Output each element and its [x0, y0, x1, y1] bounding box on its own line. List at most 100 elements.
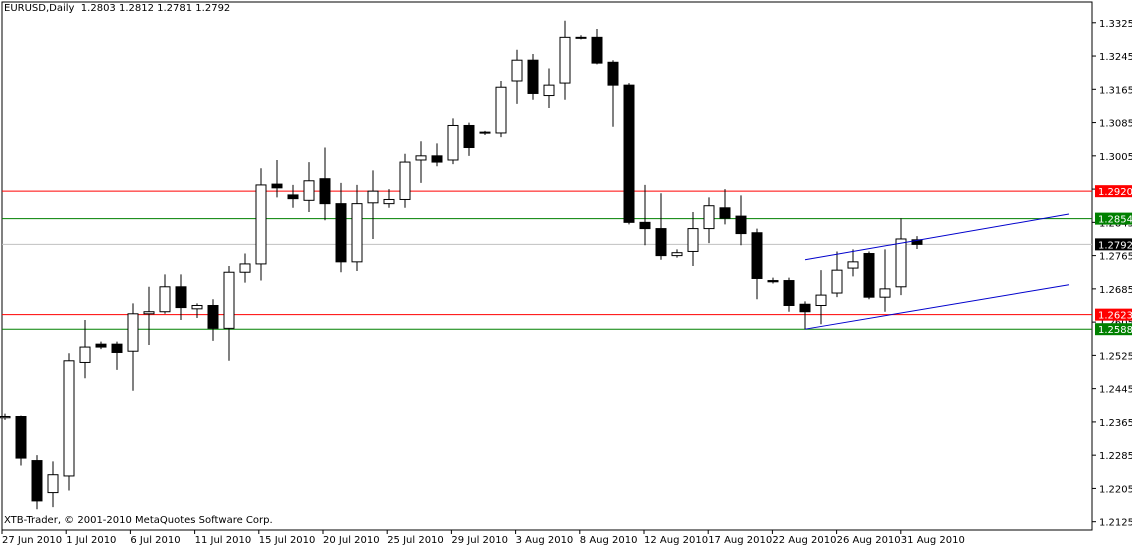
y-tick-label: 1.3085	[1099, 119, 1132, 130]
candle-bearish	[319, 178, 331, 205]
price-label-box	[1095, 212, 1132, 225]
candle-bearish	[799, 303, 811, 313]
candle-bullish	[383, 198, 395, 205]
candle-bearish	[767, 280, 779, 283]
candle-bearish	[575, 36, 587, 39]
candle-bullish	[159, 286, 171, 313]
y-tick-label: 1.2445	[1099, 385, 1132, 396]
candle-bullish	[239, 263, 251, 273]
x-tick-label: 17 Aug 2010	[708, 535, 772, 546]
candle-bullish	[79, 346, 91, 363]
candle-bearish	[31, 460, 43, 502]
candle-bullish	[815, 294, 827, 306]
candle-bearish	[175, 286, 187, 309]
candle-bullish	[895, 238, 907, 288]
candle-bullish	[479, 131, 491, 134]
x-tick-label: 3 Aug 2010	[516, 535, 574, 546]
candle-bullish	[255, 184, 267, 265]
candle-bearish	[527, 59, 539, 94]
y-tick-label: 1.2525	[1099, 351, 1132, 362]
copyright-note: XTB-Trader, © 2001-2010 MetaQuotes Softw…	[4, 515, 273, 526]
candle-bearish	[719, 207, 731, 219]
plot-frame	[1, 1, 1093, 531]
candle-bearish	[431, 155, 443, 163]
candle-bullish	[831, 269, 843, 294]
candle-bullish	[415, 155, 427, 161]
candle-bullish	[303, 180, 315, 201]
x-tick-label: 26 Aug 2010	[837, 535, 901, 546]
candle-bullish	[671, 252, 683, 257]
candle-bearish	[207, 304, 219, 329]
y-tick-label: 1.3005	[1099, 152, 1132, 163]
y-tick-label: 1.2765	[1099, 252, 1132, 263]
price-label-1.2920: 1.2920	[1098, 187, 1132, 198]
channel-lower-line	[804, 284, 1070, 330]
price-label-1.2854: 1.2854	[1098, 215, 1132, 226]
price-label-1.2623: 1.2623	[1098, 311, 1132, 322]
candle-bearish	[607, 61, 619, 86]
candle-bullish	[703, 205, 715, 230]
candle-bearish	[335, 203, 347, 263]
price-label-box	[1095, 185, 1132, 198]
candle-bearish	[911, 239, 923, 245]
y-tick-label: 1.2365	[1099, 418, 1132, 429]
y-tick-label: 1.2205	[1099, 484, 1132, 495]
candle-bullish	[495, 86, 507, 134]
candle-bearish	[463, 124, 475, 149]
x-tick-label: 31 Aug 2010	[901, 535, 965, 546]
candle-bearish	[751, 232, 763, 279]
x-tick-label: 6 Jul 2010	[130, 535, 180, 546]
candle-bullish	[447, 124, 459, 161]
candle-bearish	[863, 253, 875, 298]
chart-header: EURUSD,Daily 1.2803 1.2812 1.2781 1.2792	[4, 3, 230, 14]
candle-bullish	[399, 161, 411, 200]
x-tick-label: 8 Aug 2010	[580, 535, 638, 546]
candle-bearish	[655, 228, 667, 257]
candle-bullish	[559, 36, 571, 84]
candle-bearish	[783, 280, 795, 306]
y-tick-label: 1.3245	[1099, 52, 1132, 63]
candle-bearish	[15, 416, 27, 459]
candle-bullish	[367, 190, 379, 204]
candle-bullish	[879, 288, 891, 298]
candle-bearish	[639, 221, 651, 230]
y-tick-label: 1.2285	[1099, 451, 1132, 462]
candle-bearish	[271, 183, 283, 189]
candle-bullish	[0, 416, 11, 419]
channel-upper-line	[804, 213, 1070, 261]
y-tick-label: 1.3325	[1099, 19, 1132, 30]
candle-bullish	[511, 59, 523, 82]
price-label-1.2588: 1.2588	[1098, 325, 1132, 336]
candle-bearish	[287, 194, 299, 200]
candle-bullish	[543, 84, 555, 97]
y-tick-label: 1.2685	[1099, 285, 1132, 296]
candle-bullish	[191, 304, 203, 310]
x-tick-label: 29 Jul 2010	[451, 535, 508, 546]
candle-bearish	[111, 343, 123, 353]
candle-bullish	[63, 360, 75, 477]
candle-bearish	[623, 84, 635, 223]
candle-bearish	[95, 343, 107, 348]
price-label-box	[1095, 323, 1132, 336]
x-tick-label: 1 Jul 2010	[66, 535, 116, 546]
symbol-timeframe: EURUSD,Daily	[4, 3, 75, 14]
candle-bullish	[143, 311, 155, 315]
x-tick-label: 27 Jun 2010	[2, 535, 62, 546]
price-label-box	[1095, 308, 1132, 321]
candle-bearish	[735, 215, 747, 235]
x-tick-label: 20 Jul 2010	[323, 535, 380, 546]
candle-bullish	[847, 261, 859, 269]
price-label-box	[1095, 238, 1132, 251]
candle-bullish	[127, 313, 139, 352]
x-tick-label: 12 Aug 2010	[644, 535, 708, 546]
candle-bullish	[687, 228, 699, 252]
y-tick-label: 1.2125	[1099, 518, 1132, 529]
y-tick-label: 1.3165	[1099, 85, 1132, 96]
candle-bullish	[47, 474, 59, 494]
price-label-1.2792: 1.2792	[1098, 240, 1132, 251]
x-tick-label: 22 Aug 2010	[772, 535, 836, 546]
x-tick-label: 25 Jul 2010	[387, 535, 444, 546]
x-tick-label: 11 Jul 2010	[195, 535, 252, 546]
